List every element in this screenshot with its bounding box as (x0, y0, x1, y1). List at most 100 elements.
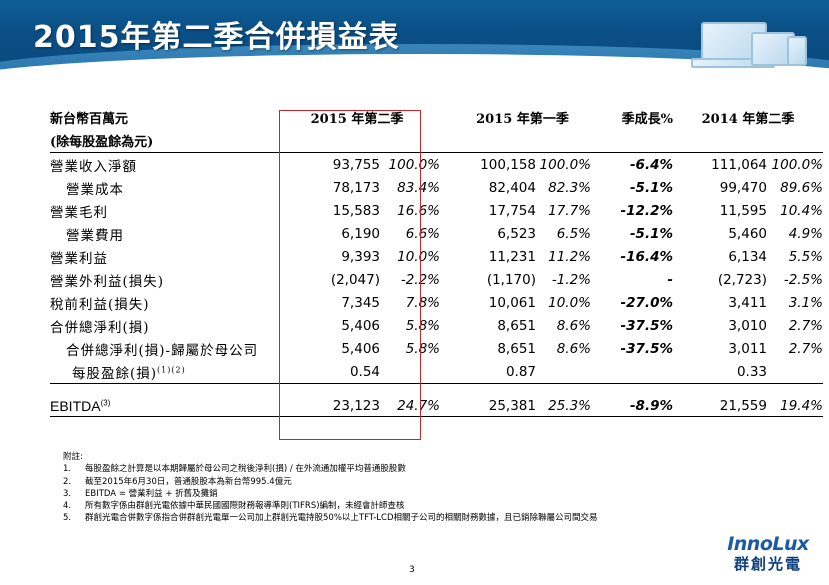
pct-2015q1: 82.3% (548, 179, 591, 196)
table-row: 營業費用 6,190 6.6% 6,523 6.5% -5.1% 5,460 4.9% (50, 222, 823, 245)
qoq-growth: -5.1% (629, 179, 673, 196)
value-2014q2: 3,011 (728, 340, 767, 357)
qoq-growth: -37.5% (620, 317, 673, 334)
pct-2014q2: 2.7% (788, 317, 823, 334)
qoq-growth: -12.2% (620, 202, 673, 219)
row-label: 營業成本 (66, 181, 124, 198)
pct-2015q2: 7.8% (405, 294, 440, 311)
value-2014q2: 3,010 (728, 317, 767, 334)
pct-2015q1 (536, 360, 591, 384)
pct-2015q2: 6.6% (405, 225, 440, 242)
value-2015q2: 0.54 (280, 360, 380, 384)
col-header-2014q2: 2014 年第二季 (701, 112, 795, 127)
banner-wave-white (0, 54, 829, 70)
value-2014q2: 21,559 (673, 383, 767, 417)
pct-2014q2: 10.4% (780, 202, 823, 219)
col-header-2015q1: 2015 年第一季 (476, 112, 569, 127)
table-row: 營業收入淨額 93,755 100.0% 100,158 100.0% -6.4% 111,… (50, 153, 823, 177)
table-header-row: 新台幣百萬元 2015 年第二季 2015 年第一季 季成長% 2014 年第二… (50, 106, 823, 129)
pct-2014q2: 5.5% (788, 248, 823, 265)
table-row: 合併總淨利(損)-歸屬於母公司 5,406 5.8% 8,651 8.6% -37.5% 3… (50, 337, 823, 360)
pct-2015q2: 5.8% (405, 340, 440, 357)
innolux-logo: InnoLux 群創光電 (718, 533, 818, 578)
row-label: 營業收入淨額 (50, 158, 137, 175)
pct-2014q2 (767, 360, 823, 384)
footnote-item: 1. 每股盈餘之計算是以本期歸屬於母公司之稅後淨利(損) / 在外流通加權平均普通… (63, 464, 406, 475)
highlight-box-2015q2 (279, 110, 421, 440)
pct-2014q2: 4.9% (788, 225, 823, 242)
page-number: 3 (409, 565, 415, 575)
value-2015q1: 8,651 (497, 340, 536, 357)
value-2014q2: 6,134 (728, 248, 767, 265)
value-2015q2: 5,406 (341, 340, 380, 357)
pct-2015q2: 100.0% (388, 156, 440, 173)
table-header-row-2: (除每股盈餘為元) (50, 129, 823, 153)
row-label: 營業利益 (50, 250, 108, 267)
income-statement-table: 新台幣百萬元 2015 年第二季 2015 年第一季 季成長% 2014 年第二… (50, 106, 823, 417)
pct-2015q1: 10.0% (548, 294, 591, 311)
unit-label-2: (除每股盈餘為元) (50, 129, 280, 153)
value-2014q2: 11,595 (719, 202, 767, 219)
pct-2015q1: 25.3% (536, 383, 591, 417)
row-label: 營業費用 (66, 227, 124, 244)
pct-2015q1: 17.7% (548, 202, 591, 219)
col-header-qoq: 季成長% (621, 112, 673, 127)
qoq-growth: -37.5% (620, 340, 673, 357)
qoq-growth: -27.0% (620, 294, 673, 311)
value-2015q2: 5,406 (341, 317, 380, 334)
value-2015q2: 23,123 (280, 383, 380, 417)
table-row: 營業外利益(損失) (2,047) -2.2% (1,170) -1.2% - (2,723… (50, 268, 823, 291)
pct-2015q1: 100.0% (539, 156, 591, 173)
logo-text-en: InnoLux (727, 533, 809, 555)
value-2015q1: 11,231 (488, 248, 536, 265)
value-2014q2: 5,460 (728, 225, 767, 242)
value-2015q1: 8,651 (497, 317, 536, 334)
footnote-item: 3. EBITDA = 營業利益 + 折舊及攤銷 (63, 488, 218, 499)
unit-label: 新台幣百萬元 (50, 112, 129, 127)
row-label: 稅前利益(損失) (50, 296, 150, 313)
value-2014q2: 111,064 (711, 156, 767, 173)
row-label: 合併總淨利(損) (50, 319, 150, 336)
pct-2015q1: 6.5% (556, 225, 591, 242)
pct-2014q2: 3.1% (788, 294, 823, 311)
qoq-growth: -6.4% (629, 156, 673, 173)
pct-2015q2: 16.6% (397, 202, 440, 219)
value-2015q2: 9,393 (341, 248, 380, 265)
pct-2014q2: 19.4% (767, 383, 823, 417)
col-header-2015q2: 2015 年第二季 (310, 112, 404, 127)
table-row: 每股盈餘(損)(1)(2) 0.54 0.87 0.33 (50, 360, 823, 384)
pct-2014q2: 89.6% (780, 179, 823, 196)
row-label: 營業外利益(損失) (50, 273, 165, 290)
logo-text-zh: 群創光電 (733, 555, 802, 573)
pct-2014q2: 2.7% (788, 340, 823, 357)
value-2015q1: (1,170) (486, 271, 536, 288)
pct-2015q1: -1.2% (551, 271, 591, 288)
row-label: 合併總淨利(損)-歸屬於母公司 (66, 342, 259, 359)
footnote-item: 5. 群創光電合併數字係指合併群創光電單一公司加上群創光電持股50%以上TFT-L… (63, 513, 598, 524)
pct-2015q1: 11.2% (548, 248, 591, 265)
pct-2014q2: 100.0% (771, 156, 823, 173)
pct-2015q2: 24.7% (380, 383, 440, 417)
pct-2015q1: 8.6% (556, 340, 591, 357)
value-2014q2: 0.33 (673, 360, 767, 384)
value-2014q2: 3,411 (728, 294, 767, 311)
footnotes: 附註: 1. 每股盈餘之計算是以本期歸屬於母公司之稅後淨利(損) / 在外流通加權… (63, 451, 598, 525)
row-label: 營業毛利 (50, 204, 108, 221)
value-2014q2: (2,723) (717, 271, 767, 288)
value-2014q2: 99,470 (719, 179, 767, 196)
footnote-item: 2. 截至2015年6月30日，普通股股本為新台幣995.4億元 (63, 476, 292, 487)
pct-2015q2: 10.0% (397, 248, 440, 265)
qoq-growth: - (667, 271, 673, 288)
value-2015q1: 17,754 (488, 202, 536, 219)
ebitda-label: EBITDA(3) (50, 383, 280, 417)
pct-2015q1: 8.6% (556, 317, 591, 334)
value-2015q1: 0.87 (454, 360, 536, 384)
value-2015q2: 93,755 (332, 156, 380, 173)
footnote-item: 4. 所有數字係由群創光電依據中華民國國際財務報導準則(TIFRS)編制，未經會計… (63, 501, 405, 512)
row-label: 每股盈餘(損)(1)(2) (50, 360, 280, 384)
pct-2015q2: 5.8% (405, 317, 440, 334)
value-2015q1: 10,061 (488, 294, 536, 311)
table-row: 營業成本 78,173 83.4% 82,404 82.3% -5.1% 99,470 89.… (50, 176, 823, 199)
table-row: 稅前利益(損失) 7,345 7.8% 10,061 10.0% -27.0% 3,411 3… (50, 291, 823, 314)
value-2015q1: 6,523 (497, 225, 536, 242)
